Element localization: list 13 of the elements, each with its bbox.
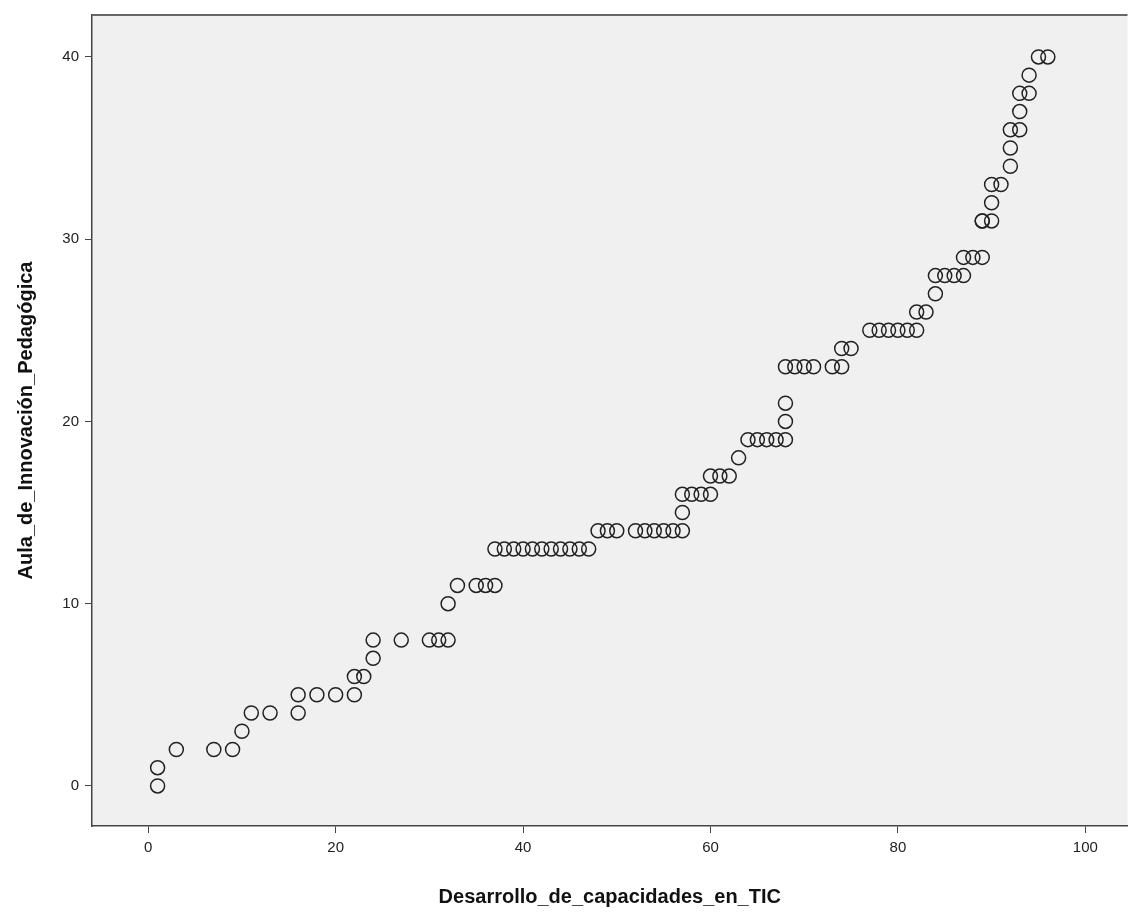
x-tick-label: 40 (514, 838, 532, 856)
y-tick-label: 10 (62, 593, 79, 611)
x-axis-title: Desarrollo_de_capacidades_en_TIC (438, 884, 781, 907)
y-tick-label: 30 (62, 229, 79, 247)
x-tick-label: 60 (702, 838, 719, 856)
y-tick-label: 20 (62, 411, 79, 429)
x-tick-label: 100 (1072, 838, 1098, 856)
y-tick-label: 40 (62, 47, 79, 65)
y-tick-label: 0 (70, 776, 79, 794)
x-tick-label: 80 (889, 838, 907, 856)
y-axis-title: Aula_de_Innovación_Pedagógica (13, 260, 36, 580)
x-tick-label: 0 (144, 838, 153, 856)
x-tick-label: 20 (327, 838, 344, 856)
